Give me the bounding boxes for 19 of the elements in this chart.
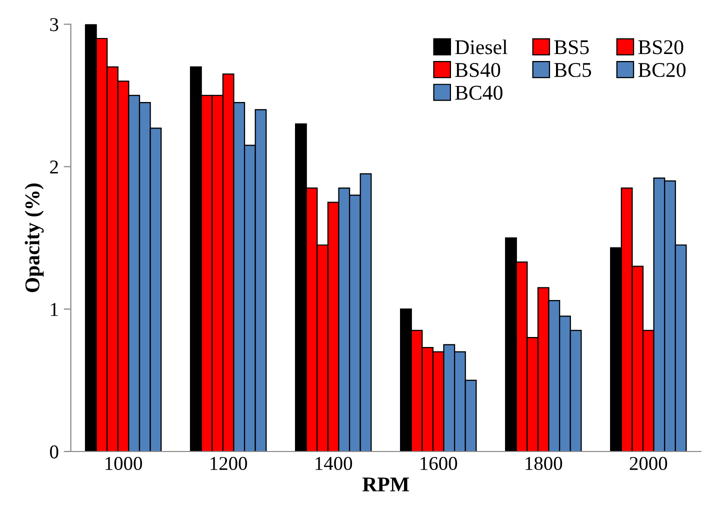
legend-label: BC40 [455,86,502,100]
y-tick-label: 3 [50,18,58,32]
x-tick-label: 2000 [630,456,668,470]
legend-label: BS40 [455,62,500,78]
y-tick-label: 0 [50,445,58,458]
x-axis-title: RPM [362,478,409,492]
legend-label: BC5 [554,63,592,78]
legend-label: BC20 [638,62,686,78]
y-tick-label: 1 [50,302,58,316]
x-tick-label: 1800 [526,456,562,470]
y-axis-title: Opacity (%) [24,184,44,292]
legend-label: Diesel [455,40,508,54]
legend-label: BS20 [638,40,684,54]
x-tick-label: 1400 [316,456,352,470]
x-tick-label: 1600 [420,456,458,470]
legend-label: BS5 [554,40,589,54]
x-tick-label: 1200 [210,456,248,470]
y-tick-label: 2 [50,160,58,174]
x-tick-label: 1000 [106,456,142,470]
